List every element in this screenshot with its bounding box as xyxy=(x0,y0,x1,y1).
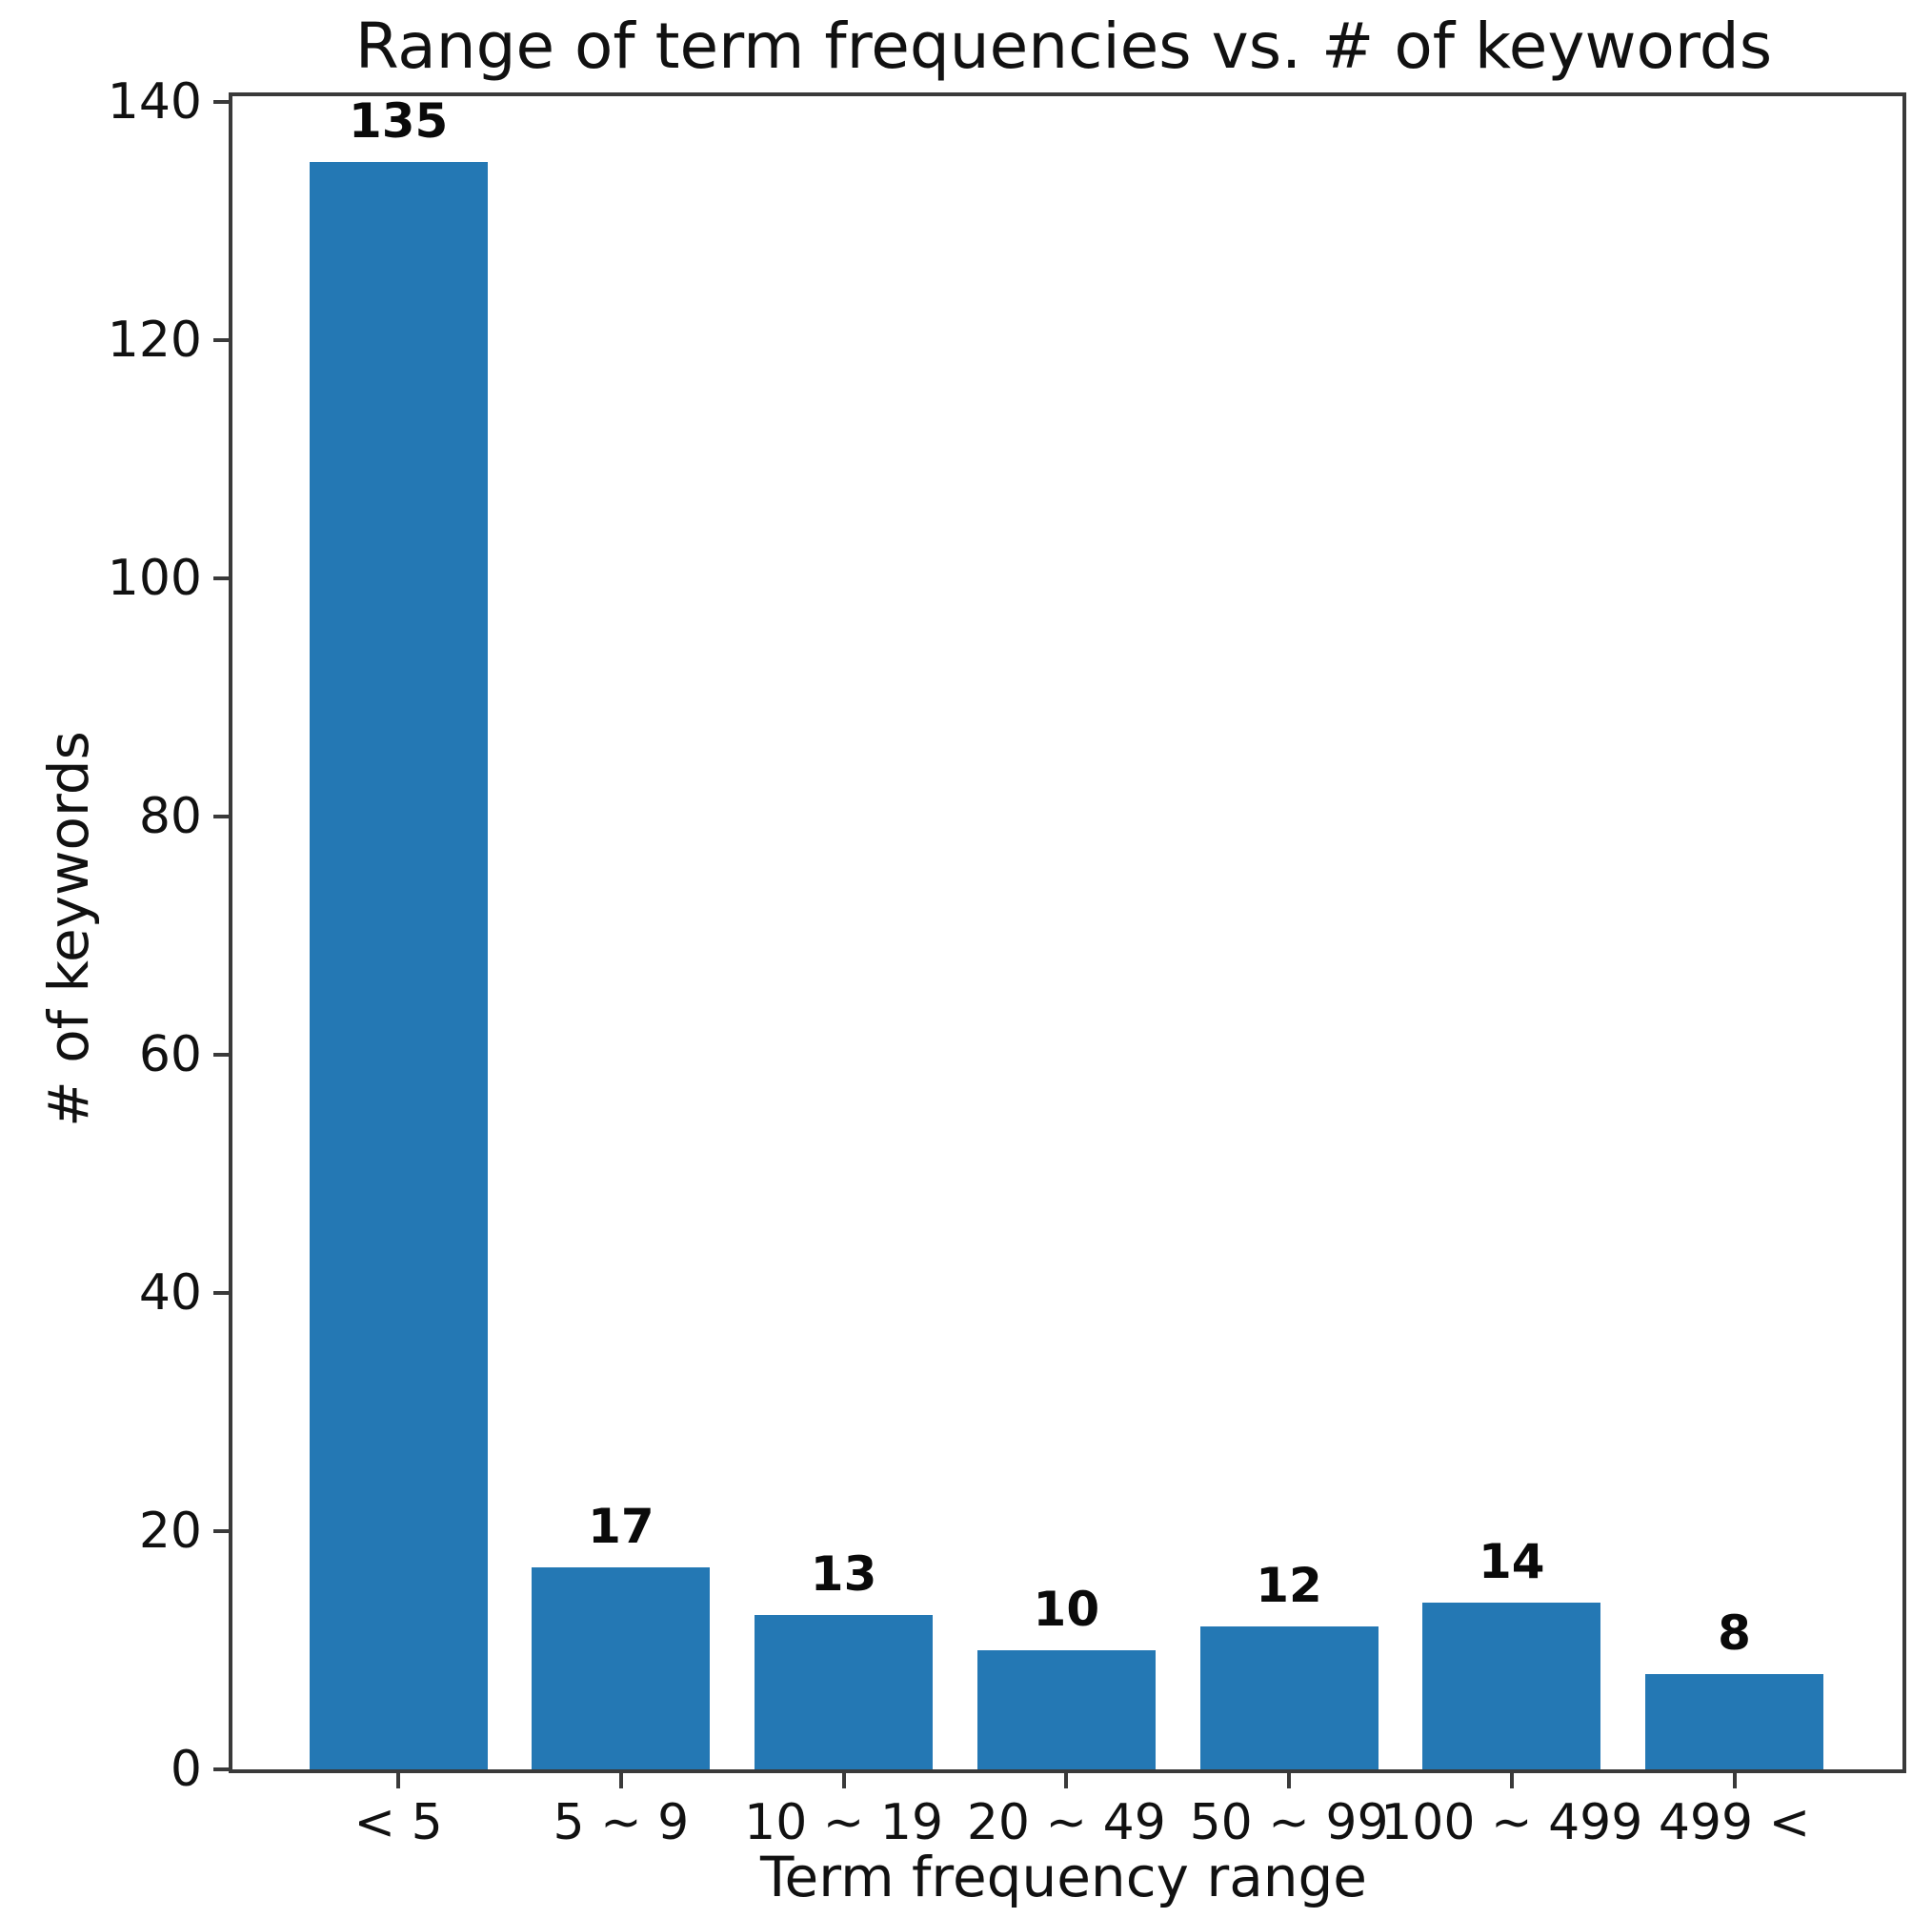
y-tick-label: 20 xyxy=(138,1503,202,1561)
chart-title: Range of term frequencies vs. # of keywo… xyxy=(354,10,1773,83)
y-tick-mark xyxy=(213,815,229,819)
x-tick-label: < 5 xyxy=(353,1794,443,1851)
y-tick-label: 60 xyxy=(138,1026,202,1084)
bar-5 ~ 9 xyxy=(532,1566,711,1769)
x-tick-mark xyxy=(1064,1773,1069,1788)
bar-value-label: 8 xyxy=(1718,1605,1751,1662)
y-tick-label: 80 xyxy=(138,788,202,846)
bar-100 ~ 499 xyxy=(1422,1603,1601,1769)
x-tick-mark xyxy=(1287,1773,1292,1788)
bar-value-label: 135 xyxy=(348,92,449,149)
y-tick-label: 120 xyxy=(107,312,202,370)
y-tick-label: 140 xyxy=(107,73,202,131)
y-tick-label: 40 xyxy=(138,1264,202,1322)
x-axis-label: Term frequency range xyxy=(759,1845,1367,1909)
bar-50 ~ 99 xyxy=(1199,1626,1379,1769)
x-tick-label: 10 ~ 19 xyxy=(744,1794,944,1851)
bar-499 < xyxy=(1645,1674,1824,1769)
x-tick-label: 20 ~ 49 xyxy=(966,1794,1166,1851)
x-tick-label: 100 ~ 499 xyxy=(1380,1794,1643,1851)
y-tick-label: 100 xyxy=(107,550,202,608)
bar-value-label: 10 xyxy=(1033,1582,1100,1638)
x-tick-label: 50 ~ 99 xyxy=(1189,1794,1389,1851)
x-tick-label: 5 ~ 9 xyxy=(553,1794,690,1851)
x-tick-mark xyxy=(1509,1773,1514,1788)
bar-< 5 xyxy=(309,161,488,1769)
y-tick-mark xyxy=(213,1529,229,1534)
x-tick-mark xyxy=(618,1773,623,1788)
bar-value-label: 12 xyxy=(1256,1558,1322,1614)
plot-area: 135 17 13 10 12 14 8 xyxy=(229,92,1906,1773)
y-tick-mark xyxy=(213,1767,229,1771)
bar-value-label: 13 xyxy=(810,1545,877,1602)
x-tick-mark xyxy=(396,1773,401,1788)
y-tick-mark xyxy=(213,576,229,581)
y-tick-mark xyxy=(213,338,229,343)
y-tick-mark xyxy=(213,1291,229,1296)
bar-20 ~ 49 xyxy=(976,1650,1156,1769)
x-tick-mark xyxy=(1732,1773,1737,1788)
bar-value-label: 17 xyxy=(588,1498,654,1554)
y-tick-label: 0 xyxy=(170,1741,202,1798)
y-tick-mark xyxy=(213,1053,229,1058)
y-tick-mark xyxy=(213,100,229,105)
x-tick-mark xyxy=(841,1773,846,1788)
x-tick-label: 499 < xyxy=(1658,1794,1811,1851)
bar-10 ~ 19 xyxy=(755,1614,934,1769)
bar-value-label: 14 xyxy=(1479,1534,1545,1590)
